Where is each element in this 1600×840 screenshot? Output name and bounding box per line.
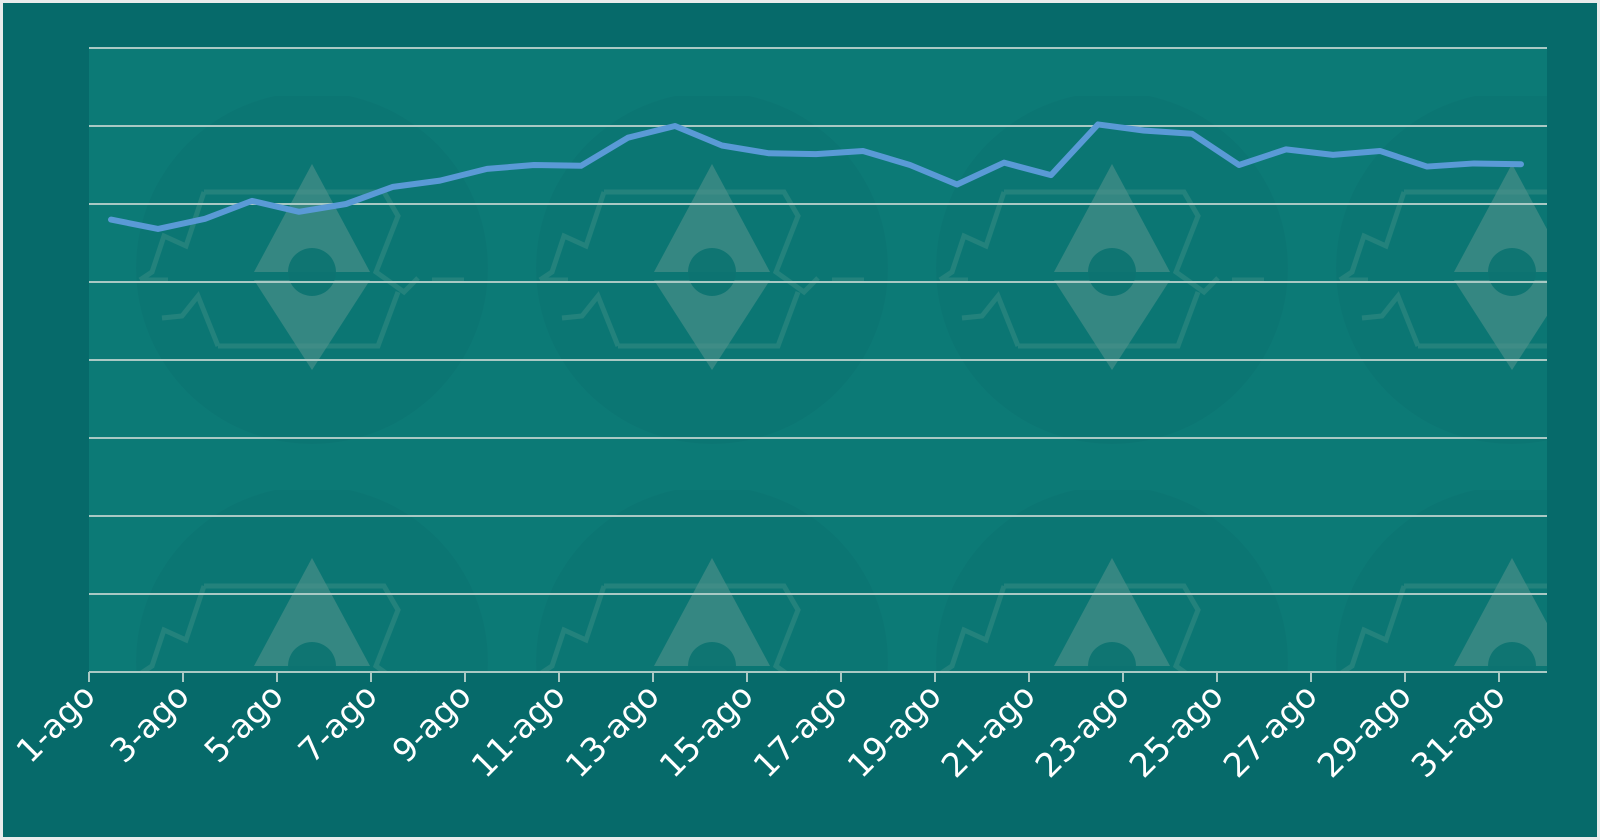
x-tick-label: 23-ago — [1028, 676, 1137, 785]
line-chart: 1-ago 3-ago 5-ago 7-ago 9-ago11-ago13-ago15-… — [8, 47, 1547, 785]
chart-frame: 1-ago 3-ago 5-ago 7-ago 9-ago 11-ago 13-ago 15-… — [3, 3, 1597, 837]
x-tick-label: 15-ago — [652, 676, 761, 785]
x-tick-label: 13-ago — [558, 676, 667, 785]
x-tick-label: 17-ago — [746, 676, 855, 785]
x-tick-label: 25-ago — [1122, 676, 1231, 785]
x-tick-label: 5-ago — [196, 676, 290, 770]
x-tick-labels: 1-ago 3-ago 5-ago 7-ago 9-ago11-ago13-ago15-… — [8, 676, 1512, 785]
series-line-group — [108, 121, 1524, 232]
x-tick-label: 19-ago — [840, 676, 949, 785]
x-tick-label: 21-ago — [934, 676, 1043, 785]
x-tick-label: 11-ago — [464, 676, 573, 785]
x-tick-label: 27-ago — [1216, 676, 1325, 785]
x-tick-label: 3-ago — [102, 676, 196, 770]
x-tick-label: 31-ago — [1404, 676, 1513, 785]
series-line — [108, 121, 1524, 232]
x-tick-label: 29-ago — [1310, 676, 1419, 785]
x-tick-label: 1-ago — [8, 676, 102, 770]
x-tick-label: 7-ago — [290, 676, 384, 770]
x-axis — [88, 671, 1547, 682]
